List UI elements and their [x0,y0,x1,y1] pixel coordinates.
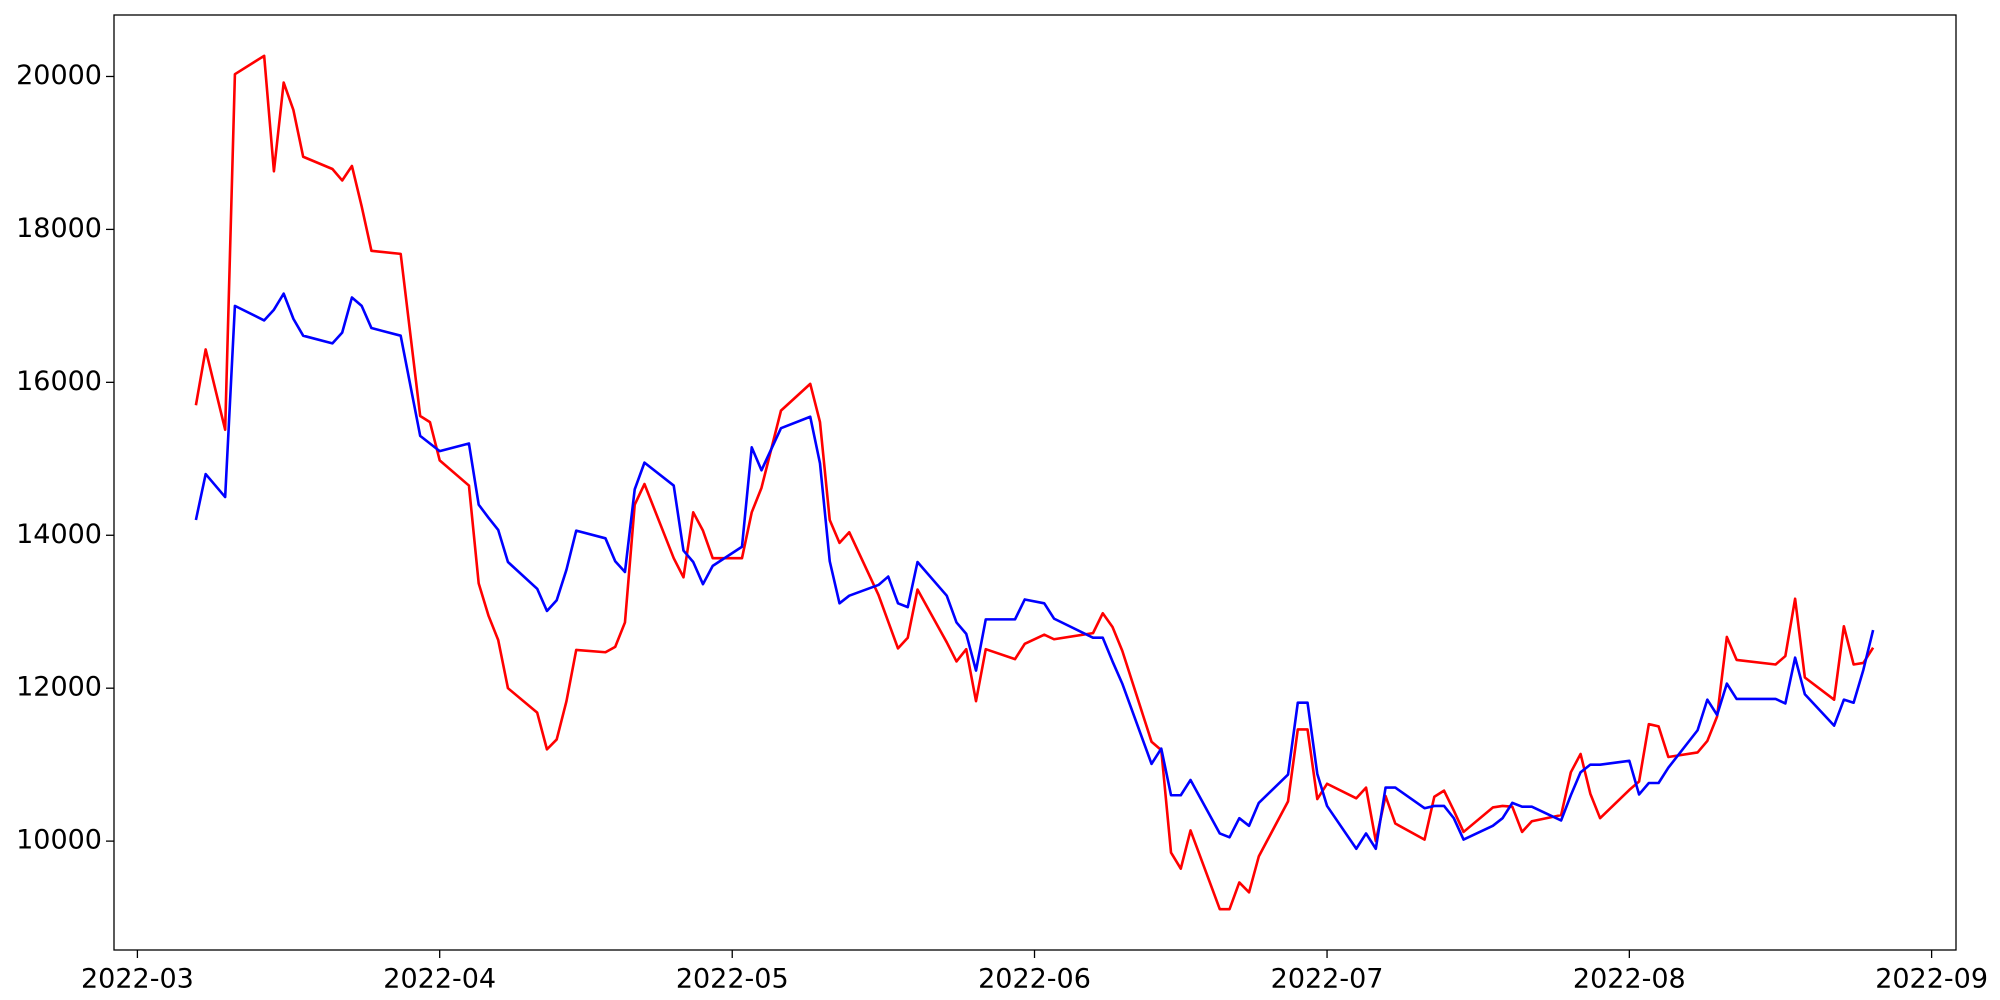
x-tick-label: 2022-05 [676,964,789,995]
y-tick-label: 16000 [16,366,102,397]
y-tick-label: 10000 [16,825,102,856]
x-tick-label: 2022-07 [1271,964,1384,995]
x-tick-label: 2022-08 [1573,964,1686,995]
y-tick-label: 12000 [16,672,102,703]
x-tick-label: 2022-09 [1875,964,1988,995]
y-tick-label: 14000 [16,519,102,550]
x-tick-label: 2022-03 [81,964,194,995]
series-line [194,292,1875,851]
plot-frame [113,14,1957,951]
y-tick-label: 18000 [16,213,102,244]
series-line [194,54,1875,911]
y-tick-label: 20000 [16,60,102,91]
x-tick-label: 2022-04 [383,964,496,995]
x-tick-label: 2022-06 [978,964,1091,995]
